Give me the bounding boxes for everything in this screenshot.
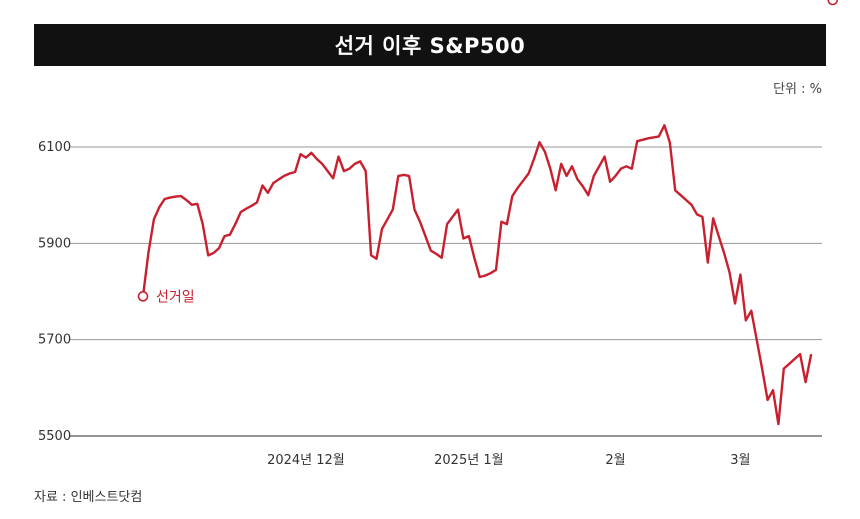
x-tick-label: 2025년 1월 xyxy=(434,453,503,468)
chart-title-bar: 선거 이후 S&P500 xyxy=(34,24,826,66)
source-label: 자료 : 인베스트닷컴 xyxy=(34,490,143,505)
end-marker xyxy=(827,0,839,6)
y-tick-label: 5900 xyxy=(38,236,71,251)
y-tick-label: 5500 xyxy=(38,429,71,444)
series-line xyxy=(141,124,813,426)
y-tick-label: 5700 xyxy=(38,333,71,348)
x-tick-label: 3월 xyxy=(730,453,750,468)
line-chart: 6100 5900 5700 5500 2024년 12월 2025년 1월 2월 3월 선거일… xyxy=(38,0,858,468)
x-tick-label: 2월 xyxy=(605,453,625,468)
chart-title: 선거 이후 S&P500 xyxy=(334,34,526,58)
start-marker xyxy=(137,291,149,302)
unit-label: 단위 : % xyxy=(773,82,822,97)
end-annotation-label: −7.6% xyxy=(811,0,858,4)
y-tick-label: 6100 xyxy=(38,140,71,155)
x-tick-label: 2024년 12월 xyxy=(267,453,345,468)
start-annotation-label: 선거일 xyxy=(156,289,195,305)
